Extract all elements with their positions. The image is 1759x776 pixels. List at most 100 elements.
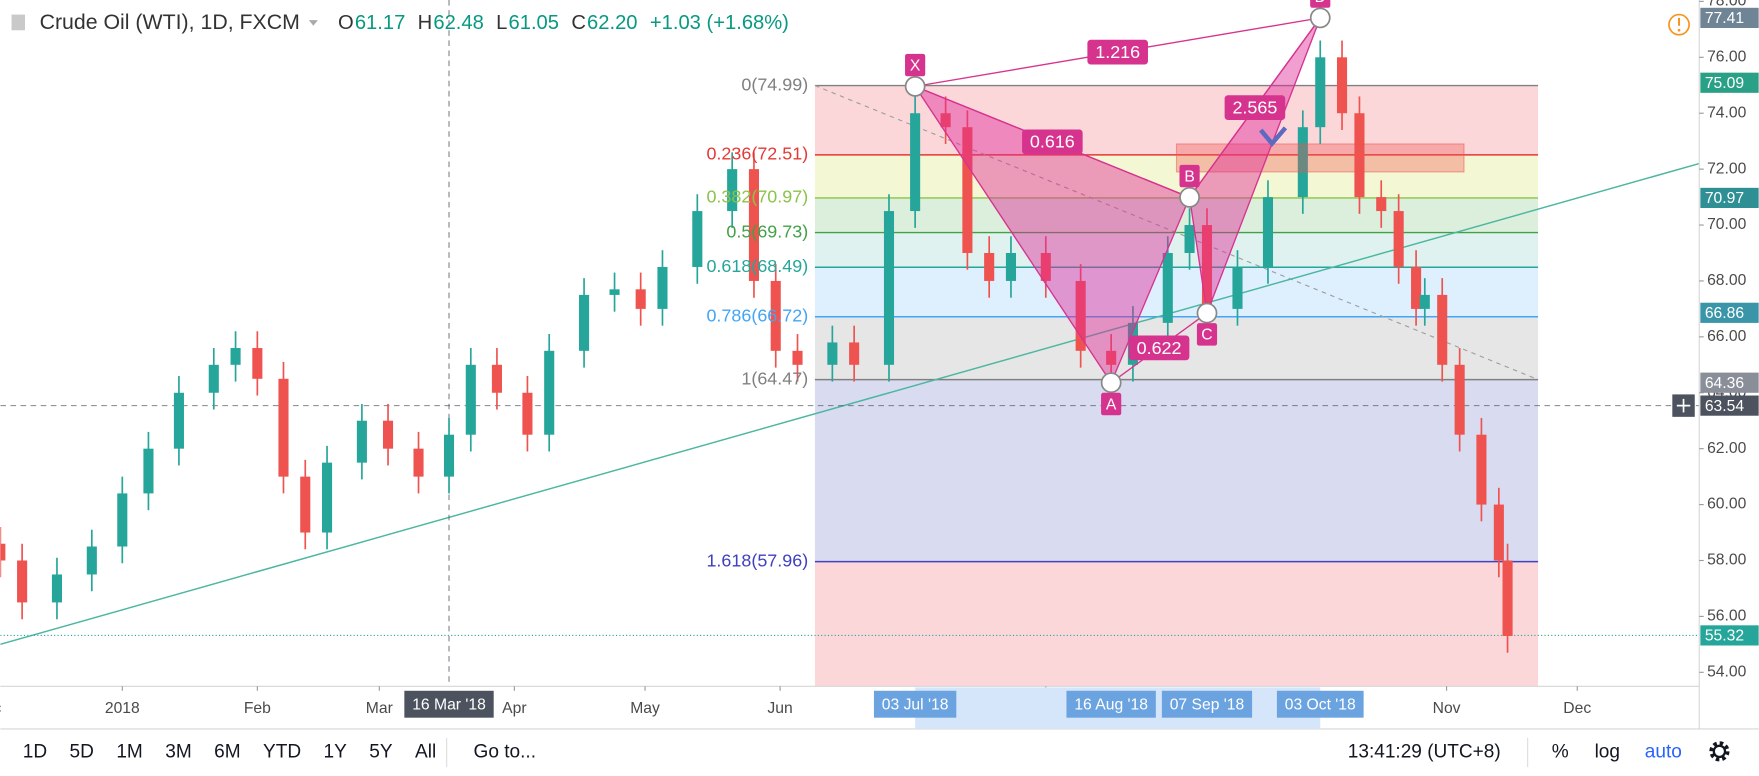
alert-icon[interactable] [1668,13,1690,36]
point-label-bg [1310,0,1331,8]
range-button[interactable]: 1Y [324,741,348,762]
candle-body [1437,294,1448,365]
candle-body [491,364,502,393]
candle-body [1376,197,1387,212]
toolbar: Go to... 13:41:29 (UTC+8) % log auto 1D 5… [23,737,1730,768]
percent-toggle[interactable]: % [1552,741,1569,762]
price-label-bg [1700,7,1759,28]
price-label-bg [1700,302,1759,323]
point-label: C [1201,327,1212,344]
price-label: 75.09 [1705,75,1744,92]
price-label-bg [1700,187,1759,209]
x-tick-label: Mar [366,700,393,717]
candle-body [827,342,838,365]
y-tick-label: 62.00 [1707,440,1747,457]
range-button[interactable]: 1M [116,741,142,762]
fib-label: 0(74.99) [741,74,808,94]
ratio-label: 2.565 [1232,97,1277,117]
candle-body [1262,197,1274,267]
date-label: 03 Oct '18 [1285,696,1356,713]
pattern-point [1196,302,1218,324]
crosshair-add-icon [1676,398,1691,413]
ohlc-value: 61.17 [355,12,405,34]
x-tick-label: Feb [244,700,271,717]
candle-body [1419,294,1430,309]
ratio-label: 0.616 [1030,132,1075,152]
range-button[interactable]: YTD [263,741,301,762]
range-button[interactable]: 5Y [369,741,393,762]
header: Crude Oil (WTI), 1D, FXCM O 61.17 H 62.48 L 6… [11,10,789,34]
y-tick-label: 58.00 [1707,552,1747,569]
x-tick-label: Jun [767,700,792,717]
ratio-label: 0.622 [1137,338,1182,358]
point-label-bg [1179,164,1200,188]
fib-label: 0.618(68.49) [706,256,808,276]
candle-body [1162,252,1173,323]
range-button[interactable]: 6M [214,741,240,762]
x-tick-label: Dec [0,700,1,717]
ratio-label-bg [1128,335,1190,361]
candle-body [1201,225,1213,309]
candle-body [910,113,921,212]
goto-button[interactable]: Go to... [474,741,536,762]
candle-body [1075,280,1086,351]
symbol-title[interactable]: Crude Oil (WTI), 1D, FXCM [40,10,300,34]
candle-body [522,392,533,435]
range-button[interactable]: All [415,741,436,762]
gear-ring [1712,744,1727,759]
date-label: 07 Sep '18 [1170,696,1245,713]
date-label-bg [1066,690,1156,718]
auto-toggle[interactable]: auto [1645,741,1682,762]
candle-body [1005,252,1017,281]
candle-body [544,350,555,435]
candle-body [792,350,803,365]
candle-body [300,476,311,533]
candle-body [1184,225,1195,253]
date-label-bg [1276,690,1364,718]
y-tick-label: 78.00 [1707,0,1747,10]
ohlc-key: C [571,12,586,34]
alert-circle [1668,13,1690,36]
crosshair-price-label-bg [1700,395,1759,416]
ohlc-key: O [338,12,354,34]
last-price-label-bg [1700,625,1759,646]
settings-button[interactable] [1709,741,1730,762]
candle-body [17,560,28,603]
point-label: B [1184,168,1194,185]
symbol-dropdown[interactable] [308,20,318,26]
candle-body [1476,434,1487,505]
y-tick-label: 72.00 [1707,160,1747,177]
ohlc-value: 61.05 [509,12,559,34]
price-label: 77.41 [1705,10,1744,27]
crosshair-date-bg [404,690,494,718]
date-label-bg [873,690,957,718]
ohlc-value: 62.20 [587,12,637,34]
alert-dot [1677,28,1681,32]
pattern-point [1179,186,1200,208]
candle-body [1232,266,1243,309]
candle-body [443,434,455,477]
point-label-bg [905,53,926,77]
ohlc-key: L [496,12,507,34]
candle-body [173,392,184,449]
range-button[interactable]: 5D [70,741,94,762]
candle-body [849,342,860,365]
y-tick-label: 74.00 [1707,104,1747,121]
candle-body [1393,211,1404,267]
candle-body [1354,113,1365,198]
fib-label: 0.236(72.51) [706,144,808,164]
candle-body [0,543,6,561]
price-label: 66.86 [1705,305,1745,322]
range-button[interactable]: 1D [23,741,47,762]
candle-body [465,364,476,435]
candle-body [413,448,424,477]
candle-body [1411,266,1422,309]
log-toggle[interactable]: log [1595,741,1620,762]
range-button[interactable]: 3M [165,741,191,762]
ohlc-value: 62.48 [433,12,483,34]
candle-body [962,127,973,253]
fib-label: 1.618(57.96) [706,550,808,570]
ratio-label-bg [1022,129,1083,155]
candle-body [657,266,668,309]
